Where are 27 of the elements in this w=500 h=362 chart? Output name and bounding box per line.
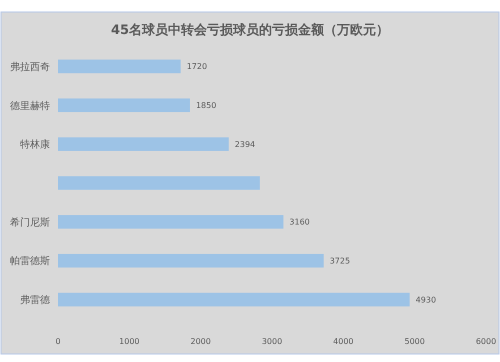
bar [58, 137, 229, 151]
y-tick-label: 帕雷德斯 [10, 255, 50, 268]
data-label: 1850 [196, 101, 216, 110]
x-tick-label: 4000 [333, 337, 354, 346]
bar [58, 254, 324, 268]
x-tick-label: 2000 [190, 337, 211, 346]
x-tick-label: 6000 [476, 337, 496, 346]
x-tick-label: 0 [55, 337, 61, 346]
y-tick-label: 特林康 [20, 138, 50, 151]
data-label: 3725 [330, 256, 350, 266]
bar [58, 176, 260, 190]
x-tick-label: 1000 [119, 337, 140, 346]
bar [58, 292, 410, 306]
data-label: 2394 [234, 140, 256, 149]
y-tick-label: 德里赫特 [10, 100, 50, 112]
y-tick-label: 希门尼斯 [10, 216, 50, 228]
y-tick-label: 弗雷德 [20, 294, 50, 306]
bar [58, 215, 284, 229]
x-tick-label: 3000 [262, 337, 282, 346]
x-tick-label: 5000 [404, 337, 425, 346]
y-tick-label: 弗拉西奇 [10, 60, 50, 73]
chart-title: 45名球员中转会亏损球员的亏损金额（万欧元） [110, 22, 390, 38]
data-label: 3160 [289, 218, 310, 227]
data-label: 1720 [186, 62, 208, 72]
bar [58, 60, 181, 74]
bar [58, 98, 190, 112]
data-label: 4930 [416, 295, 436, 304]
